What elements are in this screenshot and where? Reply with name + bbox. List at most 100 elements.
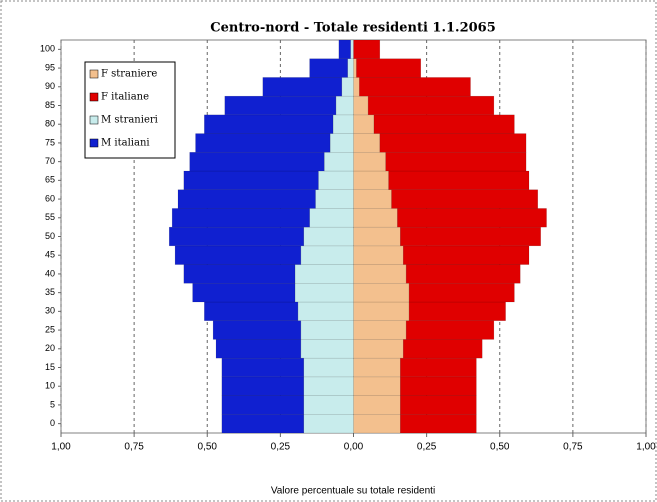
bar <box>318 170 354 190</box>
bar <box>221 395 305 415</box>
x-tick-label: 1,00 <box>51 442 71 453</box>
y-tick-label: 35 <box>45 287 55 297</box>
x-tick-label: 1,00 <box>636 442 656 453</box>
bar <box>356 58 422 78</box>
bar <box>294 283 354 303</box>
bar <box>324 152 354 172</box>
bar <box>367 95 495 116</box>
y-tick-label: 75 <box>45 137 55 147</box>
y-tick-label: 40 <box>45 268 55 278</box>
bar <box>300 339 354 359</box>
bar <box>204 301 299 321</box>
legend: F straniere F italiane M stranieri M italia… <box>84 61 176 159</box>
bar <box>353 245 404 265</box>
x-tick-label: 0,25 <box>417 442 437 453</box>
x-axis-title: Valore percentuale su totale residenti <box>271 486 435 497</box>
x-tick-label: 0,25 <box>271 442 291 453</box>
y-tick-label: 95 <box>45 62 55 72</box>
bar <box>400 395 477 415</box>
y-tick-label: 20 <box>45 343 55 353</box>
y-tick-label: 60 <box>45 193 55 203</box>
y-tick-label: 100 <box>40 44 55 54</box>
y-tick-label: 0 <box>50 418 55 428</box>
y-tick-label: 30 <box>45 306 55 316</box>
bar <box>174 245 302 265</box>
bar <box>303 376 354 396</box>
bar <box>353 189 392 209</box>
legend-label: F straniere <box>101 69 157 80</box>
legend-label: M italiani <box>101 138 150 149</box>
bar <box>353 152 386 172</box>
bar <box>303 357 354 378</box>
bar <box>303 395 354 415</box>
bar <box>171 208 310 228</box>
bar <box>353 376 401 396</box>
bar <box>353 133 381 153</box>
bar <box>353 320 407 340</box>
bar <box>177 189 316 209</box>
chart-title: Centro-nord - Totale residenti 1.1.2065 <box>210 21 496 36</box>
bar <box>353 170 389 190</box>
bar <box>221 414 305 434</box>
bar <box>400 357 477 378</box>
bar <box>303 226 354 247</box>
y-tick-label: 5 <box>50 399 55 409</box>
bar <box>353 264 407 284</box>
bar <box>221 357 305 378</box>
y-tick-label: 85 <box>45 100 55 110</box>
bar <box>353 95 369 116</box>
y-tick-label: 50 <box>45 231 55 241</box>
bar <box>183 170 319 190</box>
y-tick-label: 15 <box>45 362 55 372</box>
bar <box>353 357 401 378</box>
bar <box>353 339 404 359</box>
bar <box>168 226 305 247</box>
x-tick-label: 0,50 <box>198 442 218 453</box>
x-tick-label: 0,50 <box>490 442 510 453</box>
y-tick-label: 45 <box>45 250 55 260</box>
legend-swatch <box>89 92 99 102</box>
bar <box>373 114 515 134</box>
bar <box>402 339 483 359</box>
bar <box>405 320 495 340</box>
legend-box <box>84 61 176 159</box>
bar <box>204 114 334 134</box>
y-tick-label: 25 <box>45 324 55 334</box>
bar <box>309 208 354 228</box>
bar <box>350 39 354 59</box>
x-tick-label: 0,75 <box>563 442 583 453</box>
bar <box>400 226 541 247</box>
bar <box>359 77 471 97</box>
bar <box>297 301 354 321</box>
bar <box>391 189 539 209</box>
x-tick-label: 0,75 <box>124 442 144 453</box>
bar <box>405 264 521 284</box>
bar <box>353 283 410 303</box>
bar <box>400 414 477 434</box>
bar <box>379 133 527 153</box>
bar <box>212 320 302 340</box>
bar <box>341 77 354 97</box>
bar <box>262 77 343 97</box>
legend-swatch <box>89 69 99 79</box>
bar <box>332 114 354 134</box>
bar <box>192 283 296 303</box>
y-tick-label: 55 <box>45 212 55 222</box>
bar <box>300 245 354 265</box>
bar <box>402 245 530 265</box>
bar <box>224 95 337 116</box>
y-tick-label: 70 <box>45 156 55 166</box>
bar <box>215 339 302 359</box>
legend-label: M stranieri <box>101 115 158 126</box>
bar <box>353 395 401 415</box>
bar <box>294 264 354 284</box>
bar <box>400 376 477 396</box>
y-tick-label: 10 <box>45 381 55 391</box>
bar <box>309 58 348 78</box>
bar <box>300 320 354 340</box>
bar <box>195 133 331 153</box>
y-tick-label: 90 <box>45 81 55 91</box>
bar <box>353 77 360 97</box>
bar <box>353 226 401 247</box>
